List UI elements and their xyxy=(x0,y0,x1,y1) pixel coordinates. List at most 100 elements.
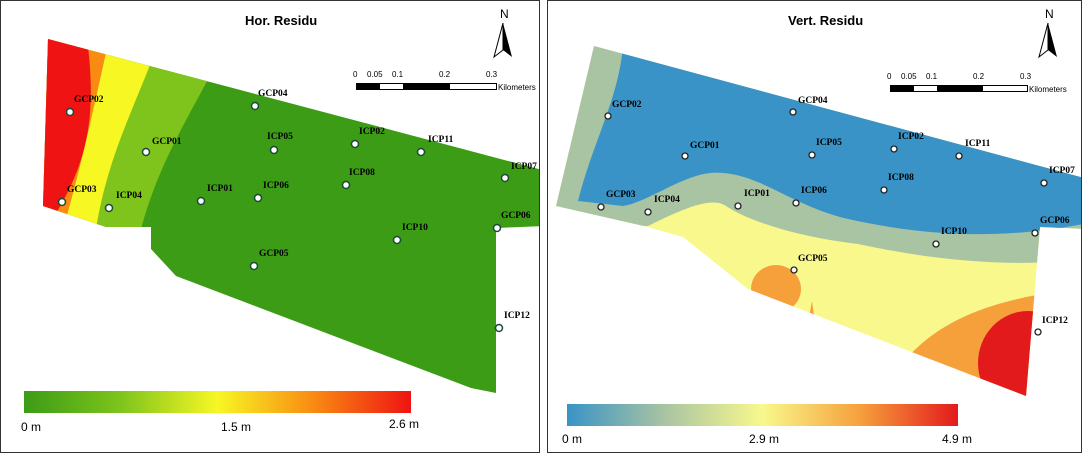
scale-tick: 0.05 xyxy=(367,70,383,79)
point-label: GCP02 xyxy=(74,95,104,105)
point-marker[interactable] xyxy=(790,266,798,274)
color-legend-bar xyxy=(24,391,411,413)
scale-bar xyxy=(890,85,1028,92)
point-label: ICP05 xyxy=(267,132,293,142)
point-marker[interactable] xyxy=(644,208,652,216)
point-marker[interactable] xyxy=(392,235,402,245)
north-arrow-icon xyxy=(1038,22,1057,59)
scale-tick: 0.1 xyxy=(926,72,938,81)
vertical-residual-map xyxy=(556,46,1081,396)
point-marker[interactable] xyxy=(880,186,888,194)
scale-units: Kilometers xyxy=(1029,85,1067,94)
point-label: ICP10 xyxy=(402,223,428,233)
point-label: GCP05 xyxy=(798,254,828,264)
scale-tick: 0.2 xyxy=(439,70,451,79)
scale-tick: 0 xyxy=(353,70,358,79)
point-label: GCP06 xyxy=(1040,216,1070,226)
point-marker[interactable] xyxy=(604,112,612,120)
point-label: GCP04 xyxy=(798,96,828,106)
point-label: ICP10 xyxy=(941,227,967,237)
legend-mid-label: 2.9 m xyxy=(749,432,780,446)
legend-max-label: 2.6 m xyxy=(389,417,420,431)
point-marker[interactable] xyxy=(196,196,206,206)
scale-tick: 0.2 xyxy=(973,72,985,81)
point-marker[interactable] xyxy=(253,193,263,203)
north-label: N xyxy=(1045,7,1054,21)
point-label: GCP03 xyxy=(606,190,636,200)
point-marker[interactable] xyxy=(250,101,260,111)
point-marker[interactable] xyxy=(500,173,510,183)
color-legend-bar xyxy=(567,404,958,426)
point-label: GCP03 xyxy=(67,185,97,195)
point-label: GCP01 xyxy=(152,137,182,147)
point-label: ICP06 xyxy=(263,181,289,191)
point-marker[interactable] xyxy=(792,199,800,207)
point-label: ICP01 xyxy=(207,184,233,194)
legend-min-label: 0 m xyxy=(21,420,42,434)
scale-tick: 0.05 xyxy=(901,72,917,81)
point-marker[interactable] xyxy=(494,323,504,333)
point-label: GCP04 xyxy=(258,89,288,99)
point-marker[interactable] xyxy=(65,107,75,117)
point-marker[interactable] xyxy=(104,203,114,213)
point-marker[interactable] xyxy=(681,152,689,160)
point-label: ICP02 xyxy=(359,127,385,137)
map-title: Hor. Residu xyxy=(245,13,318,28)
point-label: ICP05 xyxy=(816,138,842,148)
scale-bar xyxy=(356,83,497,90)
zone-red xyxy=(978,311,1078,396)
legend-mid-label: 1.5 m xyxy=(221,420,252,434)
point-label: ICP01 xyxy=(744,189,770,199)
point-marker[interactable] xyxy=(789,108,797,116)
point-label: ICP04 xyxy=(116,191,142,201)
zone-red xyxy=(43,39,91,229)
map-title: Vert. Residu xyxy=(788,13,864,28)
point-label: GCP05 xyxy=(259,249,289,259)
map-panel-horizontal: Hor. Residu N 0 0.05 0.1 0.2 0.3 Kilomet… xyxy=(0,0,540,453)
point-marker[interactable] xyxy=(1034,328,1042,336)
point-marker[interactable] xyxy=(269,145,279,155)
scale-tick: 0 xyxy=(887,72,892,81)
point-marker[interactable] xyxy=(734,202,742,210)
scale-tick: 0.1 xyxy=(392,70,404,79)
point-label: ICP11 xyxy=(965,139,991,149)
point-label: ICP04 xyxy=(654,195,680,205)
point-label: ICP07 xyxy=(511,162,537,172)
point-label: ICP07 xyxy=(1049,166,1075,176)
horizontal-residual-map xyxy=(43,39,539,393)
north-arrow-icon xyxy=(493,22,512,59)
legend-max-label: 4.9 m xyxy=(942,432,973,446)
point-marker[interactable] xyxy=(57,197,67,207)
point-marker[interactable] xyxy=(597,203,605,211)
scale-tick: 0.3 xyxy=(486,70,498,79)
north-label: N xyxy=(500,7,509,21)
point-label: ICP11 xyxy=(428,135,454,145)
scale-tick: 0.3 xyxy=(1020,72,1032,81)
scale-tick-labels: 0 0.05 0.1 0.2 0.3 xyxy=(353,70,503,80)
point-marker[interactable] xyxy=(1031,229,1039,237)
point-marker[interactable] xyxy=(492,223,502,233)
scale-tick-labels: 0 0.05 0.1 0.2 0.3 xyxy=(887,72,1037,82)
point-marker[interactable] xyxy=(416,147,426,157)
point-marker[interactable] xyxy=(1040,179,1048,187)
point-label: GCP02 xyxy=(612,100,642,110)
point-label: ICP08 xyxy=(888,173,914,183)
point-label: ICP08 xyxy=(349,168,375,178)
point-label: ICP12 xyxy=(1042,316,1068,326)
point-label: ICP12 xyxy=(504,311,530,321)
point-marker[interactable] xyxy=(249,261,259,271)
point-marker[interactable] xyxy=(350,139,360,149)
point-label: GCP06 xyxy=(501,211,531,221)
point-marker[interactable] xyxy=(890,145,898,153)
point-marker[interactable] xyxy=(955,152,963,160)
scale-units: Kilometers xyxy=(498,83,536,92)
point-label: ICP02 xyxy=(898,132,924,142)
point-marker[interactable] xyxy=(141,147,151,157)
point-label: GCP01 xyxy=(690,141,720,151)
point-marker[interactable] xyxy=(341,180,351,190)
legend-min-label: 0 m xyxy=(562,432,583,446)
point-marker[interactable] xyxy=(808,151,816,159)
point-marker[interactable] xyxy=(932,240,940,248)
point-label: ICP06 xyxy=(801,186,827,196)
map-panel-vertical: Vert. Residu N 0 0.05 0.1 0.2 0.3 Kilome… xyxy=(547,0,1082,453)
